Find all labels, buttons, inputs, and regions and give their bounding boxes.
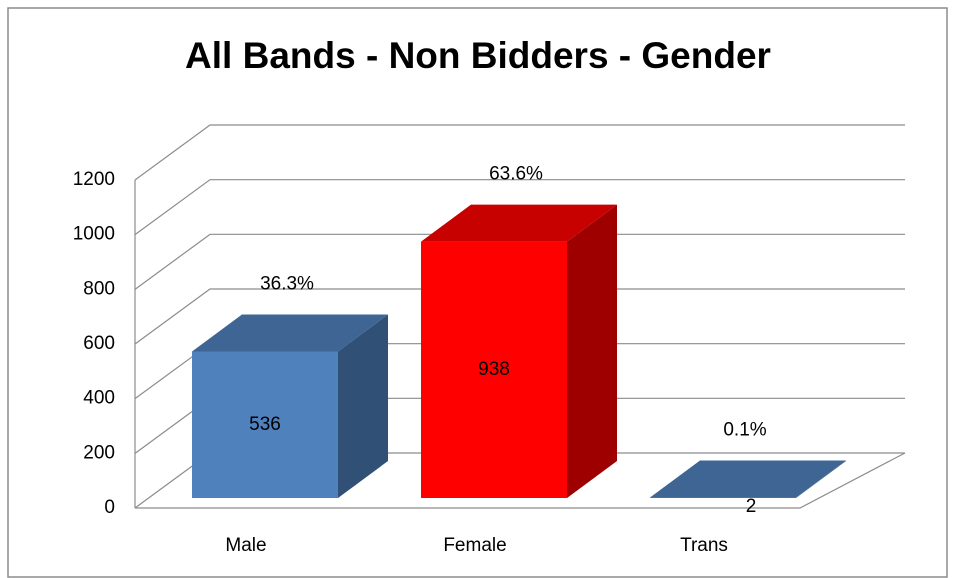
bar-side <box>338 314 388 498</box>
y-tick-label: 1000 <box>73 224 115 245</box>
value-label: 938 <box>478 359 510 380</box>
y-tick-label: 600 <box>83 333 115 354</box>
y-tick-label: 0 <box>104 497 115 518</box>
floor <box>135 452 906 509</box>
bar-top <box>192 314 388 352</box>
chart-title: All Bands - Non Bidders - Gender <box>185 35 771 76</box>
bar <box>192 351 338 498</box>
percent-label: 0.1% <box>723 419 766 440</box>
y-tick-label: 200 <box>83 442 115 463</box>
value-label: 2 <box>746 496 757 517</box>
x-tick-label: Male <box>225 535 266 556</box>
grid-line <box>134 124 905 181</box>
x-tick-label: Female <box>443 535 506 556</box>
value-label: 536 <box>249 414 281 435</box>
y-tick-label: 400 <box>83 388 115 409</box>
y-tick-label: 800 <box>83 278 115 299</box>
x-tick-label: Trans <box>680 535 728 556</box>
bar-side <box>567 204 617 498</box>
y-tick-label: 1200 <box>73 169 115 190</box>
bar-top <box>421 204 617 242</box>
grid-line <box>134 179 905 236</box>
bar <box>421 241 567 498</box>
bar-side <box>796 460 846 498</box>
percent-label: 63.6% <box>489 164 543 185</box>
percent-label: 36.3% <box>260 274 314 295</box>
bar <box>650 497 796 498</box>
grid-line <box>134 233 905 290</box>
bar-top <box>650 460 846 498</box>
grid-line <box>134 288 905 345</box>
